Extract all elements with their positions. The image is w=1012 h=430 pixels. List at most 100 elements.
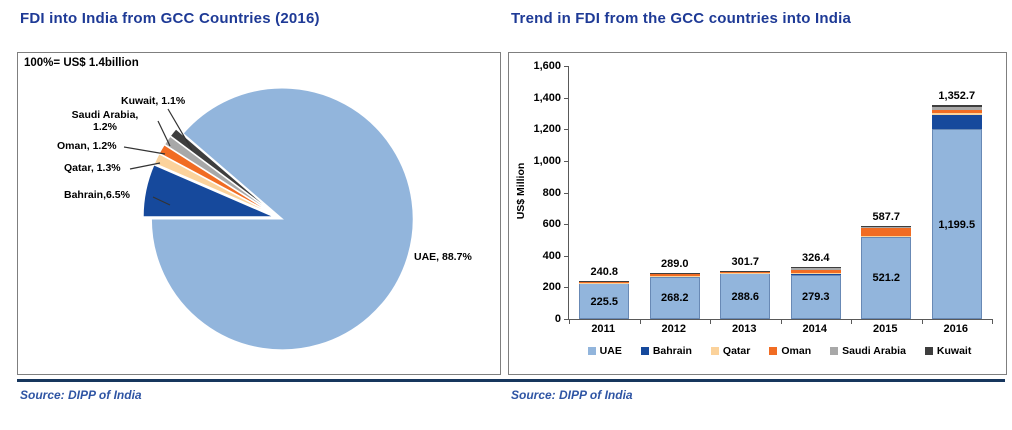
x-axis-label-2015: 2015 xyxy=(873,323,898,335)
x-axis-label-2013: 2013 xyxy=(732,323,757,335)
bar-chart: US$ Million 0 200 400 600 800 1,000 1,200 1,400… xyxy=(508,52,1007,375)
legend-label-bahrain: Bahrain xyxy=(652,345,692,357)
leader-line-bahrain xyxy=(152,196,171,206)
y-tick-mark xyxy=(564,255,569,257)
x-tick-mark xyxy=(851,319,852,324)
x-tick-mark xyxy=(710,319,711,324)
legend-swatch-kuwait xyxy=(924,347,933,355)
x-axis-label-2016: 2016 xyxy=(943,323,968,335)
pie-label-bahrain: Bahrain,6.5% xyxy=(64,189,130,201)
bar-segment-uae-2016 xyxy=(931,129,982,319)
x-tick-mark xyxy=(780,319,782,324)
y-tick-mark xyxy=(564,319,569,320)
pie-label-qatar: Qatar, 1.3% xyxy=(64,162,121,174)
bar-segment-uae-2015 xyxy=(861,236,912,319)
uae-segment-label-2013: 288.6 xyxy=(731,290,760,303)
pie-chart-title: FDI into India from GCC Countries (2016) xyxy=(20,10,320,27)
uae-segment-label-2014: 279.3 xyxy=(801,291,830,304)
legend-item-bahrain: Bahrain xyxy=(640,345,692,357)
x-tick-mark xyxy=(921,319,923,324)
bar-segment-saudi-arabia-2016 xyxy=(931,107,982,111)
bar-segment-kuwait-2016 xyxy=(931,105,982,108)
bar-segment-oman-2013 xyxy=(720,272,771,273)
legend-label-kuwait: Kuwait xyxy=(936,345,972,357)
legend-label-oman: Oman xyxy=(781,345,812,357)
pie-label-saudi-arabia: Saudi Arabia, 1.2% xyxy=(71,109,139,133)
pie-label-oman: Oman, 1.2% xyxy=(57,140,117,152)
legend-swatch-uae xyxy=(587,347,596,355)
y-tick-label-400: 400 xyxy=(542,249,561,262)
bar-segment-bahrain-2014 xyxy=(790,273,841,275)
x-tick-mark xyxy=(992,319,993,324)
bar-segment-oman-2014 xyxy=(790,270,841,274)
y-tick-label-600: 600 xyxy=(542,218,561,231)
leader-line-qatar xyxy=(129,162,161,170)
uae-segment-label-2012: 268.2 xyxy=(660,292,689,305)
total-label-2012: 289.0 xyxy=(660,258,689,271)
y-tick-mark xyxy=(564,160,569,162)
uae-segment-label-2016: 1,199.5 xyxy=(938,218,976,231)
y-tick-mark xyxy=(564,97,569,99)
x-axis-labels: 2011 2012 2013 2014 2015 2016 xyxy=(568,323,991,337)
legend-swatch-saudi-arabia xyxy=(830,347,839,355)
bar-segment-saudi-arabia-2014 xyxy=(790,268,841,271)
bar-segment-kuwait-2014 xyxy=(790,267,841,269)
y-tick-mark xyxy=(564,192,569,194)
legend-label-qatar: Qatar xyxy=(722,345,751,357)
bar-chart-title: Trend in FDI from the GCC countries into… xyxy=(511,10,852,27)
bar-segment-uae-2011 xyxy=(579,283,630,319)
legend-item-uae: UAE xyxy=(587,345,622,357)
bar-segment-uae-2014 xyxy=(790,274,841,319)
leader-line-kuwait xyxy=(167,108,193,151)
bar-segment-saudi-arabia-2015 xyxy=(861,226,912,228)
x-axis-label-2014: 2014 xyxy=(802,323,827,335)
total-label-2011: 240.8 xyxy=(590,265,619,278)
x-axis-label-2011: 2011 xyxy=(591,323,616,335)
source-note-left: Source: DIPP of India xyxy=(20,388,142,402)
bar-segment-oman-2016 xyxy=(931,110,982,113)
legend-swatch-bahrain xyxy=(640,347,649,355)
bar-segment-uae-2012 xyxy=(649,276,700,319)
bar-segment-bahrain-2016 xyxy=(931,115,982,130)
y-tick-label-800: 800 xyxy=(542,186,561,199)
bar-segment-qatar-2016 xyxy=(931,112,982,116)
bar-segment-oman-2015 xyxy=(861,227,912,236)
uae-segment-label-2015: 521.2 xyxy=(872,272,901,285)
y-tick-mark xyxy=(564,66,569,67)
legend-label-uae: UAE xyxy=(599,345,622,357)
legend-swatch-qatar xyxy=(710,347,719,355)
x-tick-mark xyxy=(639,319,641,324)
legend-swatch-oman xyxy=(769,347,778,355)
pie-total-note: 100%= US$ 1.4billion xyxy=(24,57,139,69)
leader-line-saudi-arabia xyxy=(157,120,171,147)
pie-chart: 100%= US$ 1.4billion UAE, 88.7% Bahrain,6… xyxy=(17,52,501,375)
y-tick-label-1600: 1,600 xyxy=(533,60,561,72)
divider-line xyxy=(17,379,1005,382)
total-label-2014: 326.4 xyxy=(801,252,830,265)
bar-segment-oman-2011 xyxy=(579,281,630,283)
legend-label-saudi-arabia: Saudi Arabia xyxy=(842,345,906,357)
y-tick-label-1200: 1,200 xyxy=(533,123,561,136)
pie-slice-kuwait xyxy=(169,128,276,215)
pie-slice-uae xyxy=(150,87,414,351)
leader-line-oman xyxy=(123,146,166,155)
total-label-2016: 1,352.7 xyxy=(938,90,976,103)
pie-label-uae: UAE, 88.7% xyxy=(414,251,472,263)
y-tick-label-200: 200 xyxy=(542,281,561,294)
legend-item-saudi-arabia: Saudi Arabia xyxy=(830,345,906,357)
legend-item-kuwait: Kuwait xyxy=(924,345,972,357)
bar-plot-area: 0 200 400 600 800 1,000 1,200 1,400 1,600 240.8 22… xyxy=(533,60,993,325)
legend: UAE Bahrain Qatar Oman Saudi Arabia Kuwait xyxy=(558,345,1001,357)
y-tick-mark xyxy=(564,129,569,131)
y-tick-mark xyxy=(564,224,569,226)
bar-segment-saudi-arabia-2013 xyxy=(720,271,771,273)
source-note-right: Source: DIPP of India xyxy=(511,388,633,402)
total-label-2013: 301.7 xyxy=(731,256,760,269)
bar-segment-saudi-arabia-2012 xyxy=(649,273,700,274)
x-tick-mark xyxy=(569,319,570,324)
pie-svg xyxy=(123,87,414,351)
y-tick-label-1000: 1,000 xyxy=(533,154,561,167)
y-tick-mark xyxy=(564,287,569,289)
bar-segment-uae-2013 xyxy=(720,273,771,319)
